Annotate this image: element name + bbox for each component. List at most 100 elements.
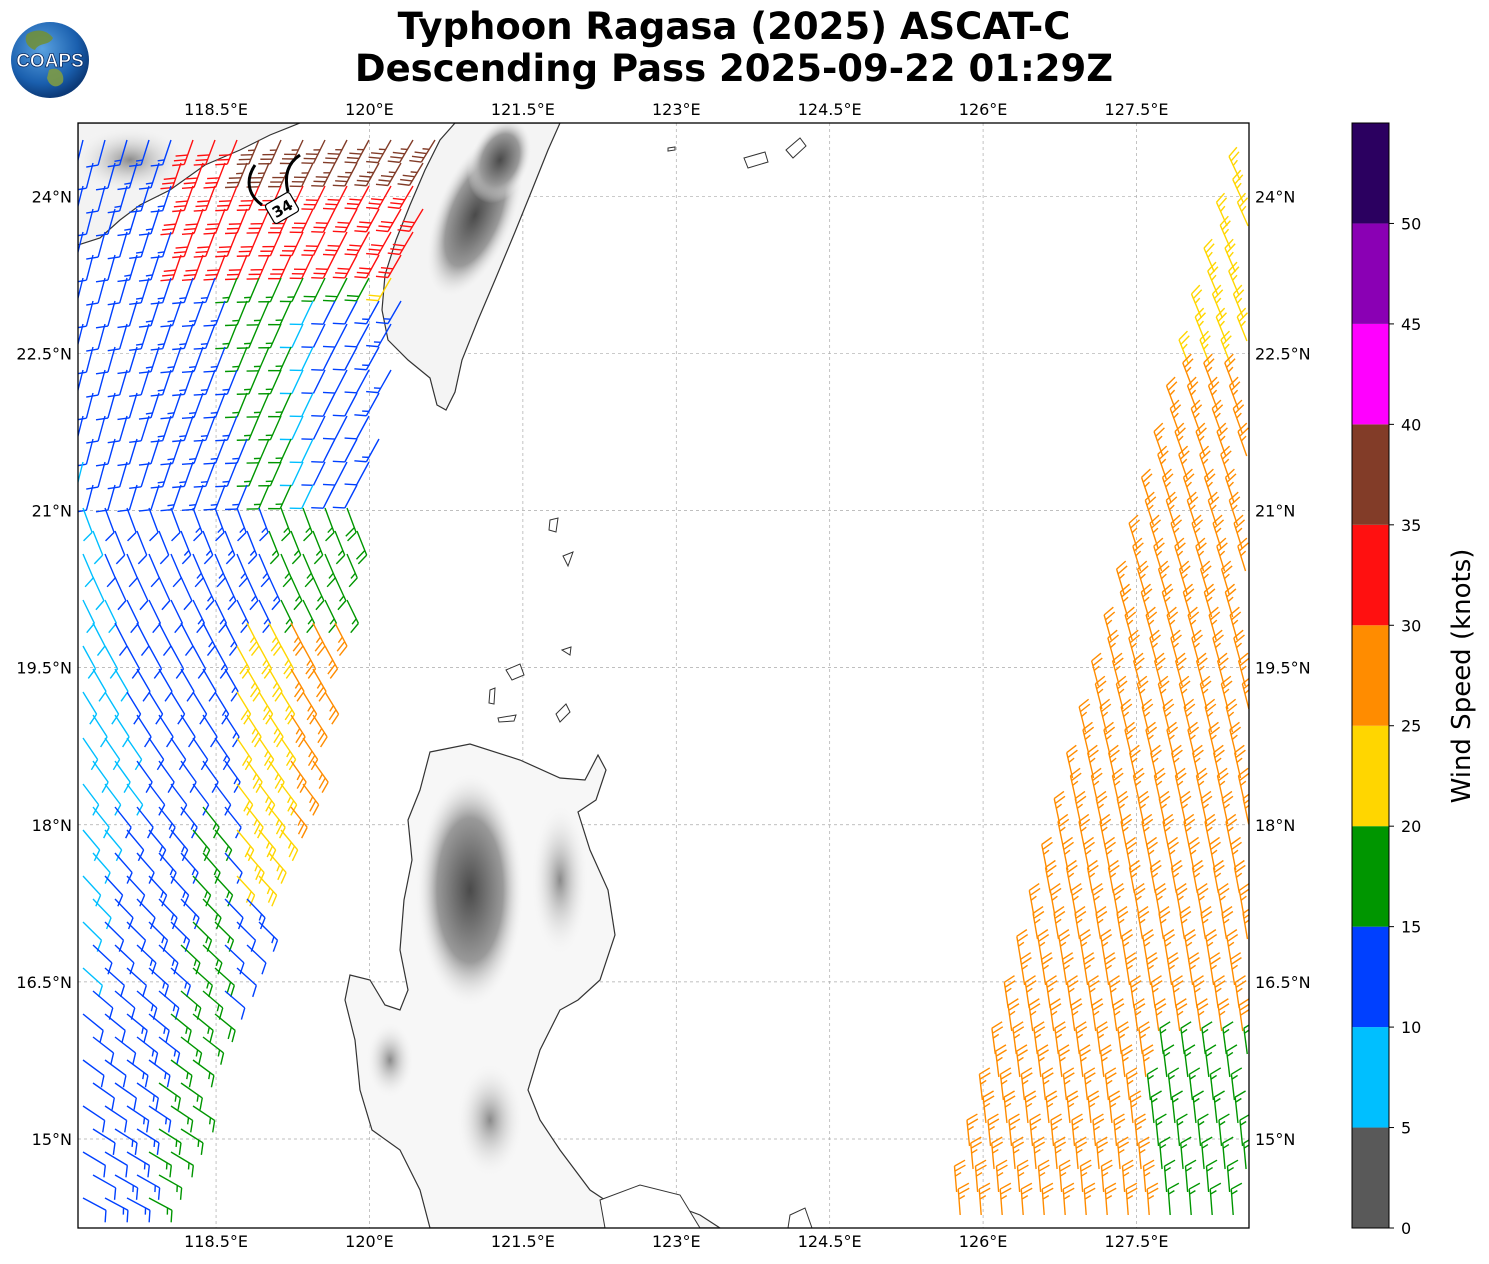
wind-barb	[312, 760, 329, 793]
wind-barb	[236, 691, 252, 725]
wind-barb	[1171, 744, 1183, 779]
wind-barb	[236, 553, 248, 588]
wind-barb	[215, 231, 238, 258]
wind-barb	[1149, 629, 1161, 664]
wind-barb	[1115, 675, 1128, 710]
wind-barb	[1225, 813, 1238, 848]
wind-barb	[150, 323, 172, 351]
wind-barb	[172, 139, 194, 167]
wind-barb	[202, 622, 216, 657]
wind-barb	[224, 898, 244, 930]
wind-barb	[1195, 767, 1208, 802]
wind-barb	[1182, 583, 1195, 618]
wind-barb	[324, 599, 338, 634]
wind-barb	[236, 599, 250, 634]
wind-barb	[332, 162, 358, 187]
wind-barb	[1019, 952, 1032, 986]
wind-barb	[1032, 905, 1045, 940]
wind-barb	[1100, 1159, 1113, 1193]
wind-barb	[1129, 975, 1142, 1009]
wind-barb	[354, 208, 380, 233]
wind-barb	[1183, 813, 1196, 848]
wind-barb	[193, 139, 216, 166]
wind-barb	[126, 829, 145, 862]
wind-barb	[126, 737, 143, 771]
wind-barb	[78, 162, 94, 191]
wind-barb	[397, 162, 424, 186]
contour-34-line	[247, 164, 263, 207]
map-background	[78, 123, 1249, 1228]
wind-barb	[344, 369, 370, 394]
wind-barb	[1175, 882, 1188, 917]
wind-barb	[1033, 1021, 1046, 1055]
wind-barb	[258, 921, 279, 952]
wind-barb	[311, 300, 336, 325]
colorbar-bin	[1352, 123, 1389, 224]
wind-barb	[126, 599, 140, 634]
wind-barb	[324, 691, 340, 725]
wind-barb	[1188, 836, 1200, 871]
wind-barb	[246, 484, 270, 510]
lon-tick-label: 120°E	[345, 1232, 394, 1251]
wind-barb	[280, 829, 299, 862]
wind-barb	[1196, 998, 1209, 1032]
wind-barb	[148, 967, 170, 998]
wind-barb	[1091, 882, 1104, 917]
wind-barb	[1058, 929, 1071, 963]
wind-barb	[1041, 1067, 1054, 1101]
wind-barb	[1066, 975, 1079, 1009]
wind-barb	[215, 277, 238, 304]
wind-barb	[180, 1128, 204, 1155]
wind-barb	[354, 438, 380, 463]
wind-barb	[129, 323, 150, 351]
wind-barb	[312, 530, 324, 565]
wind-barb	[92, 1082, 115, 1110]
wind-barb	[136, 898, 156, 930]
wind-barb	[994, 1044, 1007, 1078]
wind-barb	[117, 162, 138, 191]
wind-barb	[246, 530, 258, 565]
wind-barb	[92, 530, 104, 565]
colorbar-bin	[1352, 1127, 1389, 1228]
wind-barb	[1237, 537, 1249, 572]
contour-34-line-2	[285, 153, 301, 193]
wind-barb	[366, 369, 392, 394]
wind-barb	[1209, 836, 1221, 871]
wind-barb	[1141, 813, 1154, 848]
wind-barb	[289, 392, 314, 418]
wind-barb	[170, 1013, 192, 1043]
wind-barb	[202, 1036, 225, 1065]
wind-barb	[136, 1128, 160, 1155]
wind-barb	[332, 254, 358, 279]
wind-barb	[311, 392, 336, 417]
wind-barb	[1075, 1136, 1088, 1170]
colorbar-bin	[1352, 926, 1389, 1028]
wind-barb	[192, 737, 209, 771]
island-ryukyu-3	[667, 146, 676, 152]
wind-barb	[1090, 767, 1103, 802]
wind-barb	[1200, 905, 1213, 940]
wind-barb	[1199, 330, 1211, 365]
wind-barb	[104, 967, 126, 998]
wind-barb	[202, 898, 222, 930]
wind-barb	[301, 231, 326, 257]
wind-barb	[332, 392, 358, 417]
wind-barb	[1146, 1182, 1159, 1216]
wind-barb	[160, 484, 182, 512]
wind-barb	[354, 300, 380, 325]
wind-barb	[114, 1082, 137, 1110]
wind-barb	[1232, 284, 1245, 319]
wind-barb	[1137, 790, 1150, 825]
colorbar-bin	[1352, 524, 1389, 626]
wind-barb	[332, 484, 358, 509]
wind-barb	[170, 1059, 193, 1088]
colorbar-tick-label: 35	[1401, 516, 1421, 535]
wind-barb	[279, 369, 304, 395]
wind-barb	[148, 553, 160, 588]
wind-barb	[1057, 813, 1070, 848]
wind-barb	[289, 208, 314, 234]
wind-barb	[214, 875, 234, 907]
wind-barb	[1170, 629, 1182, 664]
wind-barb	[214, 967, 236, 998]
lat-tick-label: 24°N	[1255, 187, 1295, 206]
